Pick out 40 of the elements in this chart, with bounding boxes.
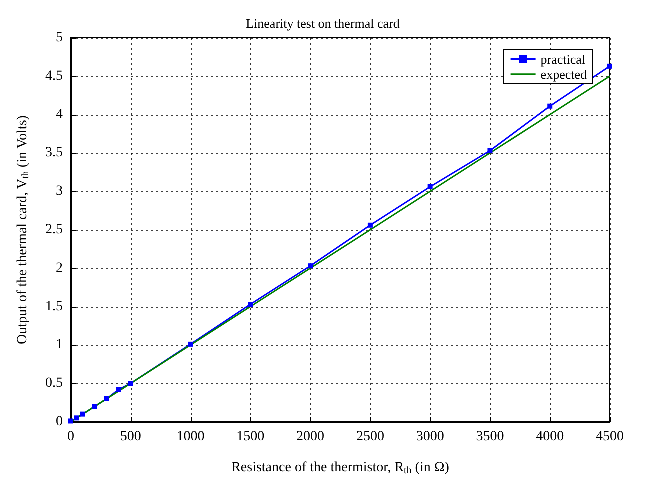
y-tick-label: 0.5	[46, 376, 63, 392]
x-tick-label: 3000	[416, 430, 444, 444]
chart-title: Linearity test on thermal card	[246, 16, 400, 31]
point	[128, 381, 134, 386]
y-tick-label: 2.5	[46, 222, 63, 238]
y-tick-label: 4.5	[46, 68, 63, 84]
x-tick-label: 2000	[296, 430, 325, 444]
point	[428, 184, 433, 190]
point	[608, 64, 612, 69]
legend-label: practical	[540, 52, 586, 67]
y-tick-label: 3	[56, 184, 63, 200]
point	[104, 396, 110, 402]
x-tick-label: 0	[68, 430, 74, 444]
x-tick-label: 2500	[356, 430, 384, 444]
x-tick-label: 1500	[236, 430, 265, 444]
y-tick-label: 4	[56, 107, 63, 122]
y-tick-label: 1.5	[46, 299, 63, 314]
point	[248, 302, 254, 307]
point	[68, 418, 74, 424]
point	[74, 416, 80, 421]
y-tick-label: 5	[56, 30, 63, 46]
point	[488, 148, 493, 154]
point	[188, 342, 194, 347]
x-tick-label: 3500	[476, 430, 504, 444]
x-tick-label: 4500	[596, 430, 624, 444]
point	[80, 412, 86, 417]
point	[308, 264, 314, 269]
point	[92, 404, 98, 410]
point	[548, 104, 553, 109]
x-tick-label: 4000	[536, 430, 564, 444]
y-axis-title: Output of the thermal card, Vth (in Volts)	[16, 115, 32, 344]
y-tick-label: 2	[56, 260, 63, 276]
x-tick-label: 500	[120, 430, 142, 444]
x-tick-label: 1000	[176, 430, 205, 444]
point	[368, 222, 373, 228]
y-tick-label: 1	[56, 338, 63, 353]
legend-label: expected	[540, 67, 588, 82]
y-tick-label: 3.5	[46, 146, 63, 161]
y-tick-label: 0	[56, 414, 63, 430]
point	[116, 387, 122, 392]
